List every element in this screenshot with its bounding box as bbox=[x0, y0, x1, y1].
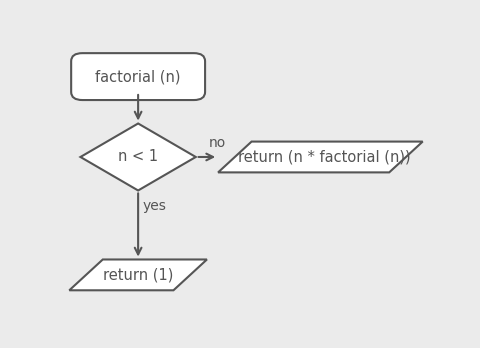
Polygon shape bbox=[81, 124, 196, 190]
Text: no: no bbox=[209, 136, 226, 150]
FancyBboxPatch shape bbox=[71, 53, 205, 100]
Text: factorial (n): factorial (n) bbox=[96, 69, 181, 84]
Polygon shape bbox=[218, 142, 423, 172]
Text: yes: yes bbox=[143, 198, 167, 213]
Text: n < 1: n < 1 bbox=[118, 150, 158, 165]
Text: return (n * factorial (n)): return (n * factorial (n)) bbox=[238, 150, 410, 165]
Polygon shape bbox=[69, 260, 207, 290]
Text: return (1): return (1) bbox=[103, 267, 173, 282]
